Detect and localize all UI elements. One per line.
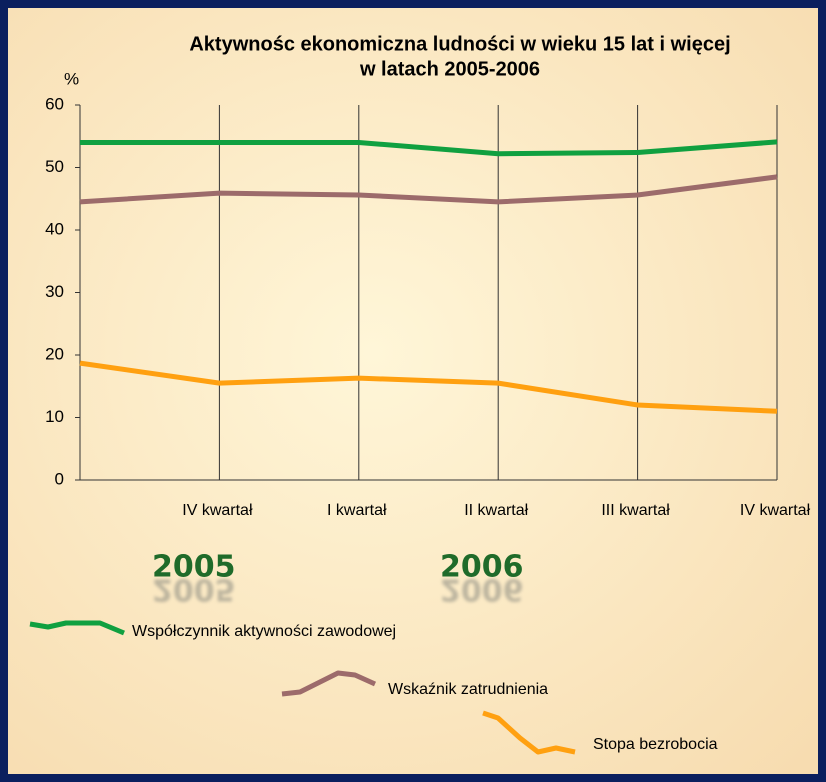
legend-label: Współczynnik aktywności zawodowej [132, 623, 396, 640]
year-label: 2005 [152, 550, 236, 585]
series-line [79, 360, 778, 414]
legend-swatch [482, 710, 576, 755]
chart-title: Aktywnośc ekonomiczna ludności w wieku 1… [189, 33, 730, 55]
year-label: 2006 [440, 550, 524, 585]
year-reflection: 2006 [440, 572, 524, 607]
y-tick-label: 30 [45, 282, 64, 301]
x-tick-label: II kwartał [464, 502, 528, 519]
y-tick-label: 20 [45, 344, 64, 363]
legend-label: Stopa bezrobocia [593, 736, 718, 753]
x-tick-label: I kwartał [327, 502, 387, 519]
y-tick-label: 0 [55, 469, 64, 488]
y-axis-label: % [64, 69, 79, 88]
legend-swatch [281, 670, 377, 697]
y-tick-label: 50 [45, 157, 64, 176]
chart-title: w latach 2005-2006 [359, 58, 540, 80]
x-tick-label: III kwartał [601, 502, 670, 519]
series-line [80, 139, 778, 157]
y-tick-label: 40 [45, 219, 64, 238]
y-tick-label: 10 [45, 407, 64, 426]
year-reflection: 2005 [152, 572, 236, 607]
series-line [79, 174, 778, 205]
legend-swatch [29, 620, 125, 636]
y-tick-label: 60 [45, 94, 64, 113]
legend-label: Wskaźnik zatrudnienia [388, 681, 548, 698]
x-tick-label: IV kwartał [740, 502, 811, 519]
x-tick-label: IV kwartał [182, 502, 253, 519]
